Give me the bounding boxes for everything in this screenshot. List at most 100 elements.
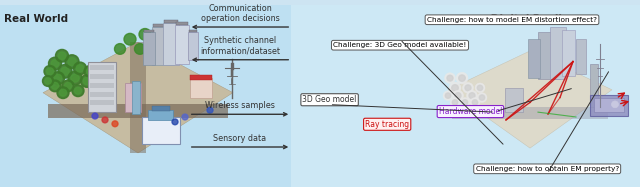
Circle shape	[164, 41, 175, 51]
Text: Sensory data: Sensory data	[213, 134, 267, 143]
Circle shape	[51, 60, 59, 67]
Circle shape	[49, 57, 61, 70]
FancyBboxPatch shape	[576, 39, 586, 74]
Polygon shape	[43, 42, 233, 153]
Circle shape	[62, 80, 74, 92]
Circle shape	[447, 75, 453, 81]
FancyBboxPatch shape	[164, 20, 178, 23]
FancyBboxPatch shape	[550, 27, 566, 79]
Text: Ray tracing: Ray tracing	[365, 120, 409, 129]
Circle shape	[455, 93, 461, 99]
Circle shape	[68, 71, 82, 85]
Circle shape	[459, 75, 465, 81]
FancyBboxPatch shape	[132, 81, 140, 114]
FancyBboxPatch shape	[152, 106, 170, 111]
Circle shape	[81, 75, 93, 87]
Circle shape	[447, 105, 457, 115]
FancyBboxPatch shape	[188, 32, 198, 60]
Circle shape	[477, 93, 487, 102]
Polygon shape	[448, 51, 612, 148]
Circle shape	[470, 98, 480, 107]
Text: 3D Geo model: 3D Geo model	[303, 95, 356, 104]
FancyBboxPatch shape	[163, 23, 179, 65]
FancyBboxPatch shape	[189, 30, 197, 32]
Circle shape	[457, 105, 467, 115]
Circle shape	[479, 95, 484, 100]
Circle shape	[452, 100, 458, 105]
Text: Challenge: how to obtain EM property?: Challenge: how to obtain EM property?	[476, 166, 619, 172]
Circle shape	[46, 68, 54, 75]
FancyBboxPatch shape	[291, 5, 640, 187]
Circle shape	[84, 65, 96, 77]
FancyBboxPatch shape	[190, 75, 212, 80]
Circle shape	[74, 87, 82, 94]
FancyBboxPatch shape	[148, 110, 173, 120]
Circle shape	[89, 77, 101, 89]
FancyBboxPatch shape	[88, 62, 116, 112]
Polygon shape	[130, 42, 146, 153]
Circle shape	[207, 107, 213, 113]
Polygon shape	[452, 107, 608, 119]
Circle shape	[92, 79, 99, 86]
FancyBboxPatch shape	[176, 22, 188, 25]
Text: Real World: Real World	[4, 14, 68, 24]
Circle shape	[172, 119, 178, 125]
Circle shape	[58, 65, 72, 78]
Circle shape	[44, 65, 56, 77]
Circle shape	[139, 29, 151, 40]
FancyBboxPatch shape	[90, 65, 114, 70]
Circle shape	[57, 87, 69, 99]
Text: Synthetic channel
information/dataset: Synthetic channel information/dataset	[200, 36, 280, 56]
Circle shape	[450, 98, 460, 107]
Circle shape	[463, 82, 474, 93]
Text: Communication
operation decisions: Communication operation decisions	[200, 4, 280, 23]
Circle shape	[462, 100, 468, 105]
FancyBboxPatch shape	[590, 64, 598, 107]
FancyBboxPatch shape	[590, 95, 628, 116]
Circle shape	[51, 72, 65, 85]
FancyBboxPatch shape	[90, 74, 114, 79]
Circle shape	[149, 43, 161, 55]
Circle shape	[76, 65, 84, 72]
Circle shape	[449, 82, 461, 94]
Circle shape	[456, 72, 468, 84]
FancyBboxPatch shape	[153, 24, 173, 27]
Circle shape	[154, 33, 166, 46]
Circle shape	[45, 78, 51, 84]
Circle shape	[182, 114, 188, 120]
Circle shape	[58, 52, 66, 59]
Circle shape	[467, 105, 477, 115]
FancyBboxPatch shape	[90, 83, 114, 88]
Circle shape	[134, 44, 145, 54]
Circle shape	[102, 117, 108, 123]
Circle shape	[611, 101, 618, 108]
Text: Hardware model: Hardware model	[438, 107, 502, 116]
FancyBboxPatch shape	[528, 39, 540, 78]
Text: Challenge: how to model EM distortion effect?: Challenge: how to model EM distortion ef…	[427, 17, 597, 23]
Circle shape	[65, 55, 79, 68]
Text: Challenge: 3D Geo model available!: Challenge: 3D Geo model available!	[333, 42, 467, 48]
Circle shape	[60, 89, 67, 96]
Circle shape	[445, 93, 451, 98]
Circle shape	[92, 113, 98, 119]
Circle shape	[465, 85, 471, 91]
Polygon shape	[48, 104, 228, 118]
Circle shape	[124, 33, 136, 45]
Circle shape	[72, 85, 84, 97]
FancyBboxPatch shape	[190, 78, 212, 98]
FancyBboxPatch shape	[90, 100, 114, 105]
Text: Wireless samples: Wireless samples	[205, 101, 275, 110]
FancyBboxPatch shape	[0, 5, 291, 187]
Circle shape	[71, 74, 79, 82]
Circle shape	[460, 98, 470, 107]
Circle shape	[452, 90, 463, 101]
FancyBboxPatch shape	[90, 92, 114, 97]
FancyBboxPatch shape	[594, 98, 624, 112]
Circle shape	[115, 44, 125, 54]
Circle shape	[83, 77, 91, 85]
Circle shape	[469, 93, 475, 99]
FancyBboxPatch shape	[562, 30, 575, 76]
Circle shape	[61, 67, 69, 75]
Circle shape	[445, 73, 456, 83]
Circle shape	[449, 108, 455, 113]
